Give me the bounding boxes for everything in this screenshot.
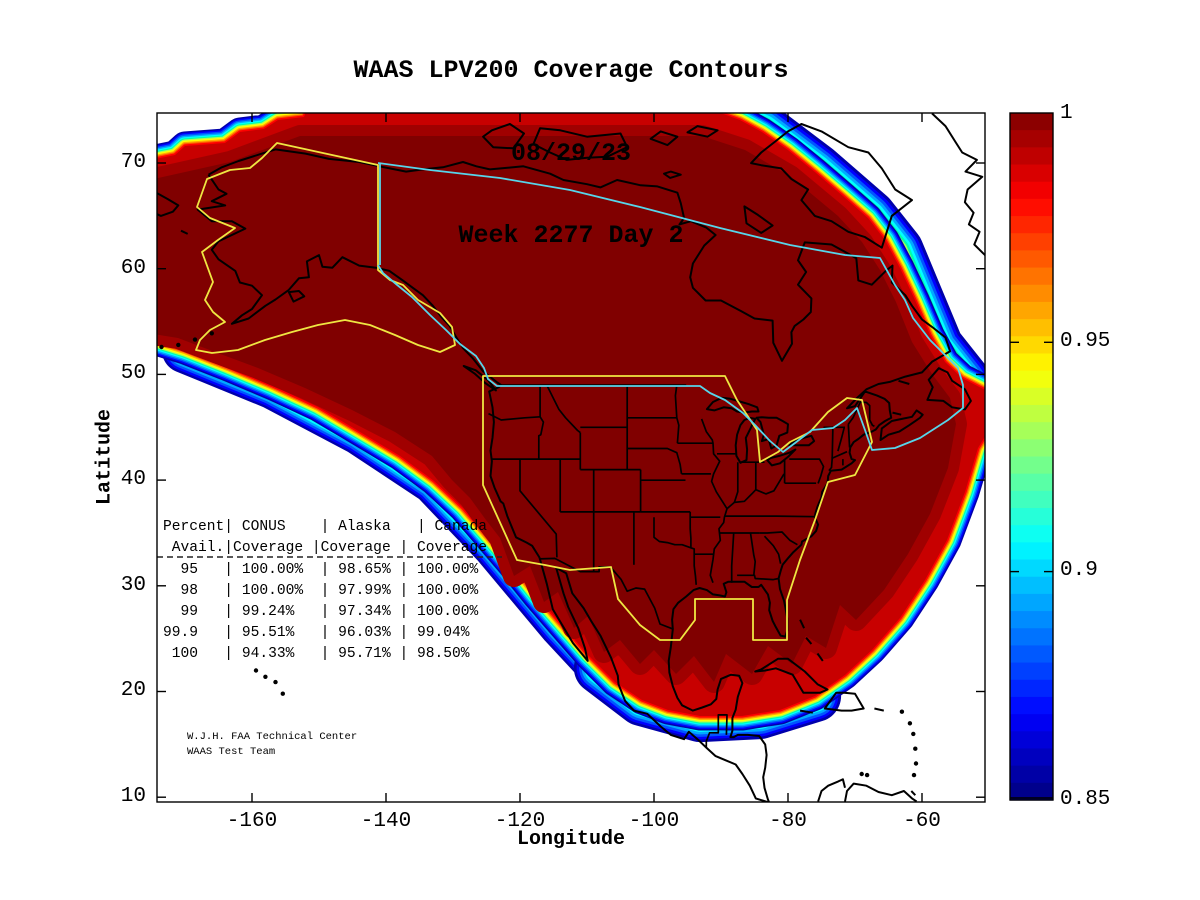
coverage-table-header-2: Avail.|Coverage |Coverage | Coverage <box>163 540 488 556</box>
colorbar-tick-label: 0.95 <box>1060 330 1111 353</box>
y-tick-label: 40 <box>120 468 146 491</box>
y-tick-label: 20 <box>120 679 146 702</box>
attribution-line-1: W.J.H. FAA Technical Center <box>187 731 358 743</box>
x-tick-label: -100 <box>628 810 680 833</box>
x-axis-label: Longitude <box>516 828 626 851</box>
colorbar-tick-label: 1 <box>1060 102 1073 125</box>
x-tick-label: -80 <box>769 810 807 833</box>
title-line-3: Week 2277 Day 2 <box>458 221 684 250</box>
attribution-line-2: WAAS Test Team <box>187 746 276 758</box>
y-tick-label: 10 <box>120 785 146 808</box>
coverage-table-row: 98 | 100.00% | 97.99% | 100.00% <box>163 583 479 599</box>
coverage-table-row: 100 | 94.33% | 95.71% | 98.50% <box>163 646 470 662</box>
title-line-2: 08/29/23 <box>510 138 632 168</box>
x-tick-label: -160 <box>226 810 278 833</box>
colorbar-tick-label: 0.9 <box>1060 559 1098 582</box>
title-line-1: WAAS LPV200 Coverage Contours <box>353 56 789 85</box>
colorbar-tick-label: 0.85 <box>1060 788 1111 811</box>
y-tick-label: 30 <box>120 574 146 597</box>
y-tick-label: 50 <box>120 362 146 385</box>
y-tick-label: 60 <box>120 257 146 280</box>
coverage-table-row: 95 | 100.00% | 98.65% | 100.00% <box>163 562 479 578</box>
figure-title: WAAS LPV200 Coverage Contours 08/29/23 W… <box>157 2 985 305</box>
x-tick-label: -60 <box>903 810 941 833</box>
coverage-table-row: 99 | 99.24% | 97.34% | 100.00% <box>163 604 479 620</box>
x-tick-label: -140 <box>360 810 412 833</box>
coverage-table-row: 99.9 | 95.51% | 96.03% | 99.04% <box>163 625 470 641</box>
coverage-table-header-1: Percent| CONUS | Alaska | Canada <box>163 519 488 535</box>
y-tick-label: 70 <box>120 151 146 174</box>
x-tick-label: -120 <box>494 810 546 833</box>
